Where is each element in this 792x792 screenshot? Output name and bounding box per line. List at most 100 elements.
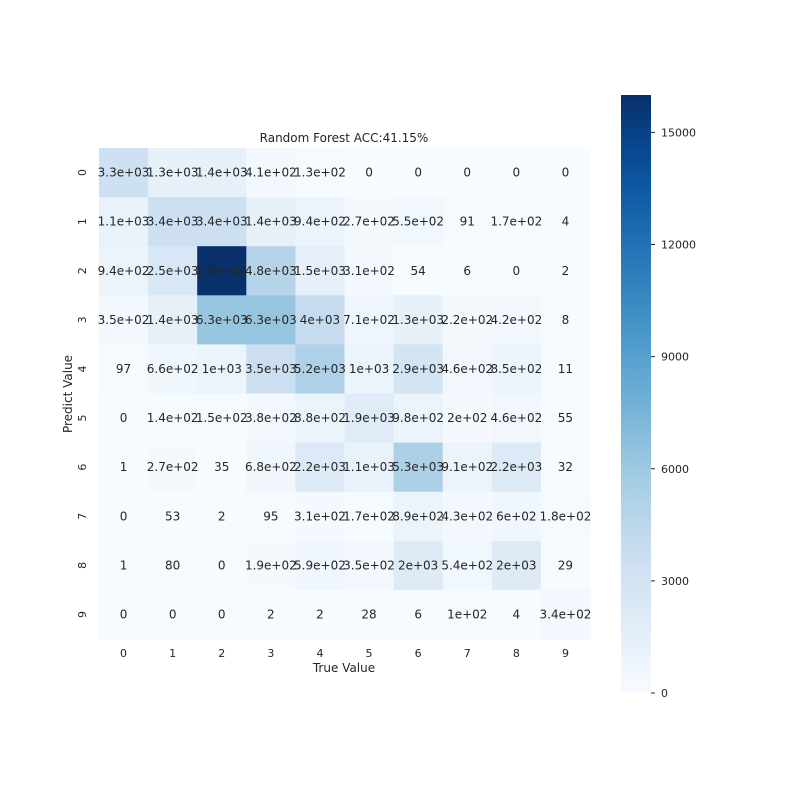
cell-value-label: 1.4e+03: [196, 166, 248, 180]
cell-value-label: 53: [165, 509, 180, 523]
x-axis-ticks: 0 1 2 3 4 5 6 7 8 9: [120, 647, 569, 660]
cell-value-label: 32: [558, 460, 573, 474]
heatmap-cell: [344, 393, 395, 444]
heatmap-cell: [148, 295, 198, 345]
y-tick-label: 2: [76, 267, 89, 274]
heatmap-cell: [540, 589, 591, 640]
heatmap-cell: [393, 540, 444, 591]
cell-value-label: 1.5e+02: [196, 411, 248, 425]
cell-value-label: 0: [120, 411, 128, 425]
heatmap-cell: [393, 344, 444, 394]
heatmap-cell: [442, 197, 493, 247]
heatmap-cell: [540, 442, 591, 493]
cell-value-label: 0: [562, 166, 570, 180]
cell-value-label: 2.7e+02: [343, 215, 395, 229]
cell-value-label: 55: [558, 411, 573, 425]
heatmap-cell: [491, 589, 542, 640]
y-tick-label: 5: [76, 415, 89, 422]
heatmap-cell: [393, 491, 444, 542]
cell-value-label: 8.8e+02: [294, 411, 346, 425]
cell-value-label: 1.9e+02: [245, 558, 297, 572]
heatmap-cell: [99, 491, 149, 542]
cell-value-label: 1.7e+02: [343, 509, 395, 523]
cell-value-label: 5.3e+03: [392, 460, 444, 474]
heatmap-cell: [393, 393, 444, 444]
cell-value-label: 6.6e+02: [147, 362, 199, 376]
heatmap-cell: [99, 344, 149, 394]
heatmap-cell: [99, 295, 149, 345]
cell-value-label: 4: [562, 215, 570, 229]
heatmap-cell: [148, 442, 198, 493]
heatmap-cell: [344, 540, 395, 591]
cell-value-label: 9.4e+02: [98, 264, 150, 278]
cell-value-label: 0: [513, 166, 521, 180]
cell-value-label: 8.5e+02: [490, 362, 542, 376]
heatmap-cell: [491, 393, 542, 444]
cell-value-label: 4e+03: [300, 313, 340, 327]
heatmap-cell: [442, 442, 493, 493]
heatmap-cell: [295, 246, 345, 296]
heatmap-cell: [246, 148, 296, 198]
heatmap-cell: [197, 148, 247, 198]
cell-value-label: 6.3e+03: [245, 313, 297, 327]
cell-value-label: 3.5e+03: [245, 362, 297, 376]
heatmap-cell: [442, 148, 493, 198]
cell-value-label: 4.6e+02: [441, 362, 493, 376]
y-axis-ticks: 0 1 2 3 4 5 6 7 8 9: [76, 169, 89, 618]
cell-value-label: 2.2e+02: [441, 313, 493, 327]
y-tick-label: 8: [76, 562, 89, 569]
cell-value-label: 3.4e+03: [196, 215, 248, 229]
cell-value-label: 4: [513, 607, 521, 621]
x-tick-label: 0: [120, 647, 127, 660]
heatmap-cell: [197, 344, 247, 394]
cell-value-label: 97: [116, 362, 131, 376]
cell-value-label: 35: [214, 460, 229, 474]
y-tick-label: 9: [76, 611, 89, 618]
x-tick-label: 7: [464, 647, 471, 660]
colorbar: [621, 95, 651, 693]
cell-value-label: 6.3e+03: [196, 313, 248, 327]
heatmap-cell: [442, 491, 493, 542]
cell-value-label: 6.8e+02: [245, 460, 297, 474]
cell-value-label: 1.6e+04: [196, 264, 248, 278]
heatmap-cell: [344, 246, 395, 296]
cell-value-label: 1e+03: [202, 362, 242, 376]
cell-value-label: 0: [120, 607, 128, 621]
heatmap-cell: [246, 295, 296, 345]
cell-value-label: 0: [463, 166, 471, 180]
x-tick-label: 6: [415, 647, 422, 660]
colorbar-tick-label: 0: [661, 687, 668, 700]
cell-value-label: 1e+02: [447, 607, 487, 621]
cell-value-label: 1.1e+03: [98, 215, 150, 229]
cell-value-label: 2.2e+03: [490, 460, 542, 474]
heatmap-cell: [295, 148, 345, 198]
y-tick-label: 7: [76, 513, 89, 520]
heatmap-cell: [344, 442, 395, 493]
cell-value-label: 1.9e+03: [343, 411, 395, 425]
heatmap-cell: [246, 246, 296, 296]
heatmap-cell: [148, 589, 198, 640]
cell-value-label: 9.4e+02: [294, 215, 346, 229]
cell-value-label: 54: [411, 264, 426, 278]
cell-value-label: 0: [218, 558, 226, 572]
heatmap-cell: [246, 393, 296, 444]
heatmap-cell: [246, 540, 296, 591]
cell-value-label: 1.5e+03: [294, 264, 346, 278]
cell-value-label: 0: [169, 607, 177, 621]
cell-value-label: 4.2e+02: [490, 313, 542, 327]
heatmap-cell: [442, 589, 493, 640]
heatmap-cell: [491, 540, 542, 591]
heatmap-cell: [393, 442, 444, 493]
heatmap-cell: [442, 295, 493, 345]
cell-value-label: 29: [558, 558, 573, 572]
cell-value-label: 2: [316, 607, 324, 621]
y-tick-label: 6: [76, 464, 89, 471]
heatmap-cell: [491, 197, 542, 247]
heatmap-cell: [540, 540, 591, 591]
cell-value-label: 0: [513, 264, 521, 278]
cell-value-label: 4.3e+02: [441, 509, 493, 523]
cell-value-label: 1e+03: [349, 362, 389, 376]
heatmap-cell: [344, 295, 395, 345]
cell-value-label: 9.8e+02: [392, 411, 444, 425]
cell-value-label: 2.5e+03: [147, 264, 199, 278]
